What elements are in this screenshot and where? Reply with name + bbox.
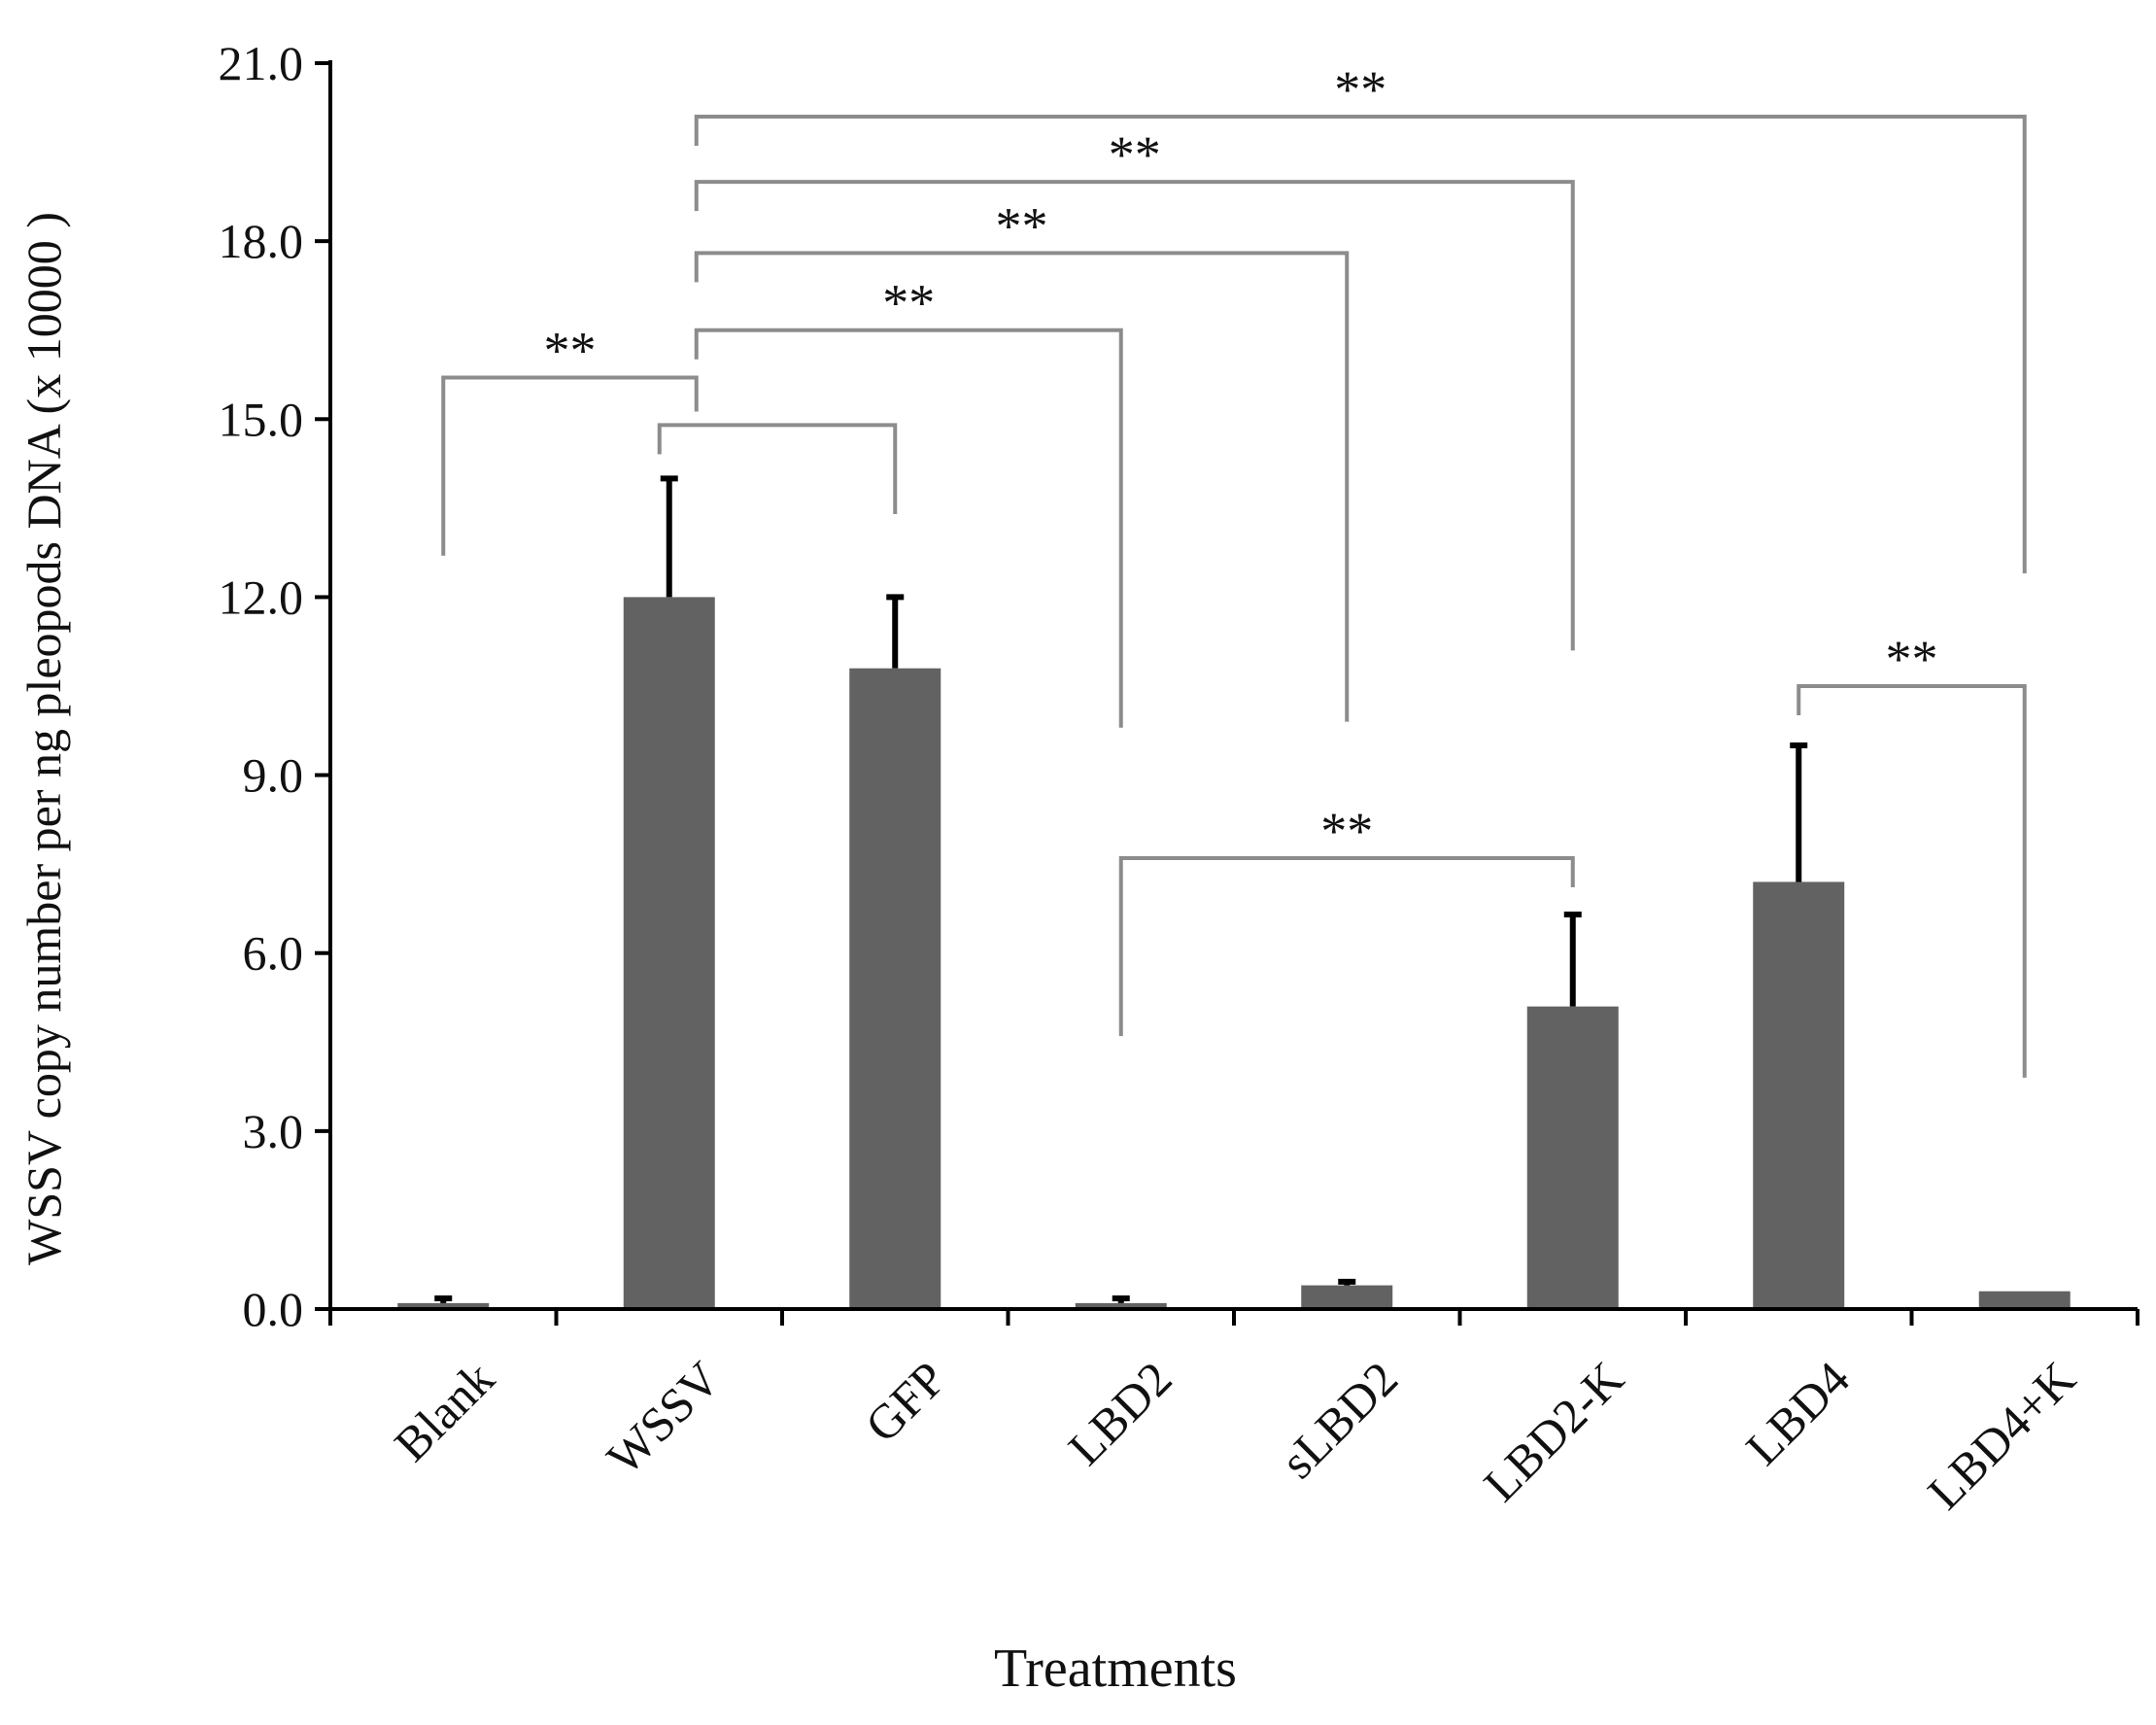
- bar-lbd2-k: [1526, 1006, 1619, 1309]
- y-tick-label: 18.0: [219, 214, 304, 268]
- bar-blank: [397, 1302, 490, 1309]
- significance-label: **: [882, 274, 935, 332]
- y-tick-label: 12.0: [219, 569, 304, 624]
- x-tick-label: GFP: [855, 1351, 956, 1452]
- significance-bracket: [694, 180, 1575, 651]
- significance-label: **: [1886, 630, 1938, 688]
- significance-label: **: [544, 322, 597, 380]
- significance-bracket: [1797, 684, 2027, 1078]
- y-axis-label: WSSV copy number per ng pleopods DNA (x …: [17, 212, 71, 1265]
- significance-label: **: [1109, 125, 1161, 184]
- significance-bracket: [694, 114, 2027, 574]
- x-tick-label: WSSV: [597, 1351, 731, 1485]
- x-tick-label: sLBD2: [1270, 1351, 1408, 1489]
- significance-label: **: [996, 196, 1048, 255]
- y-axis-label-group: WSSV copy number per ng pleopods DNA (x …: [17, 212, 71, 1265]
- significance-brackets: ** ** ** ** ** ** **: [441, 60, 2027, 1078]
- y-tick-label: 21.0: [219, 36, 304, 90]
- bars-group: [397, 597, 2070, 1309]
- significance-label: **: [1320, 802, 1373, 860]
- significance-bracket: [1118, 856, 1575, 1037]
- bar-lbd2: [1075, 1302, 1167, 1309]
- x-axis-label: Treatments: [994, 1639, 1237, 1699]
- x-tick-label: Blank: [384, 1351, 504, 1471]
- y-ticks-group: 0.0 3.0 6.0 9.0 12.0 15.0 18.0 21.0: [219, 36, 330, 1336]
- x-tick-label: LBD2-K: [1473, 1351, 1633, 1511]
- significance-bracket: [694, 251, 1350, 722]
- bar-gfp: [849, 668, 941, 1309]
- x-tick-label: LBD4: [1735, 1351, 1860, 1475]
- bar-slbd2: [1301, 1285, 1393, 1309]
- significance-bracket: [694, 328, 1123, 728]
- y-tick-label: 15.0: [219, 392, 304, 446]
- y-tick-label: 3.0: [243, 1104, 304, 1158]
- significance-label: **: [1334, 60, 1386, 119]
- y-tick-label: 9.0: [243, 748, 304, 803]
- significance-bracket: [657, 423, 898, 514]
- error-bars-group: [434, 475, 1808, 1303]
- x-ticks-group: Blank WSSV GFP LBD2 sLBD2 LBD2-K LBD4 LBD4+K: [328, 1309, 2139, 1520]
- bar-lbd4+k: [1978, 1291, 2070, 1309]
- bar-wssv: [623, 597, 715, 1309]
- y-tick-label: 6.0: [243, 926, 304, 981]
- significance-bracket: [441, 375, 699, 556]
- y-tick-label: 0.0: [243, 1282, 304, 1336]
- x-tick-label: LBD4+K: [1917, 1351, 2085, 1519]
- x-tick-label: LBD2: [1058, 1351, 1182, 1475]
- bar-lbd4: [1753, 881, 1845, 1309]
